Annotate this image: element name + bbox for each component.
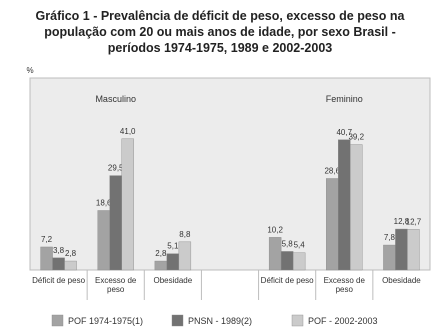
value-label: 2,8 [155, 249, 167, 258]
bar [166, 253, 180, 271]
bar [268, 237, 282, 271]
x-tick-label: Déficit de peso [32, 276, 86, 285]
chart-title: Gráfico 1 - Prevalência de déficit de pe… [35, 9, 405, 55]
bar [52, 257, 65, 271]
group-label: Feminino [326, 94, 363, 104]
value-label: 2,8 [65, 249, 77, 258]
bar [280, 251, 294, 271]
value-label: 5,1 [167, 242, 179, 251]
value-label: 7,8 [384, 233, 396, 242]
legend-swatch [171, 314, 184, 327]
value-label: 5,4 [294, 241, 306, 250]
legend-label: POF - 2002-2003 [308, 316, 378, 326]
plot-area [29, 77, 431, 271]
bar [40, 246, 53, 271]
bar [178, 241, 192, 271]
bar [383, 244, 396, 271]
value-label: 28,6 [324, 166, 340, 175]
value-label: 12,8 [394, 217, 410, 226]
value-label: 7,2 [41, 235, 53, 244]
x-tick-label: Obesidade [382, 276, 421, 285]
x-tick-label: Excesso de peso [95, 276, 137, 294]
bar [407, 229, 420, 271]
bar [64, 260, 77, 271]
bar [350, 144, 363, 271]
bar [109, 175, 122, 271]
bar [395, 228, 408, 271]
y-axis-label: % [26, 66, 33, 75]
value-label: 40,7 [336, 128, 352, 137]
value-label: 10,2 [267, 225, 283, 234]
x-tick-label: Obesidade [153, 276, 193, 285]
group-label: Masculino [95, 94, 136, 104]
bar [338, 139, 351, 271]
value-label: 39,2 [348, 133, 364, 142]
legend-swatch [51, 314, 64, 327]
legend-label: POF 1974-1975(1) [68, 316, 143, 326]
bar [154, 260, 168, 271]
x-tick-label: Excesso de peso [323, 276, 365, 294]
legend-label: PNSN - 1989(2) [188, 316, 252, 326]
bar [292, 252, 306, 271]
value-label: 18,6 [96, 198, 112, 207]
value-label: 29,5 [108, 164, 124, 173]
value-label: 41,0 [120, 127, 136, 136]
x-tick-label: Déficit de peso [260, 276, 314, 285]
value-label: 12,7 [406, 217, 422, 226]
value-label: 5,8 [282, 239, 294, 248]
value-label: 3,8 [53, 246, 65, 255]
bar [121, 138, 134, 271]
bar [97, 210, 110, 271]
bar [326, 178, 339, 271]
legend-swatch [291, 314, 304, 327]
value-label: 8,8 [179, 230, 191, 239]
